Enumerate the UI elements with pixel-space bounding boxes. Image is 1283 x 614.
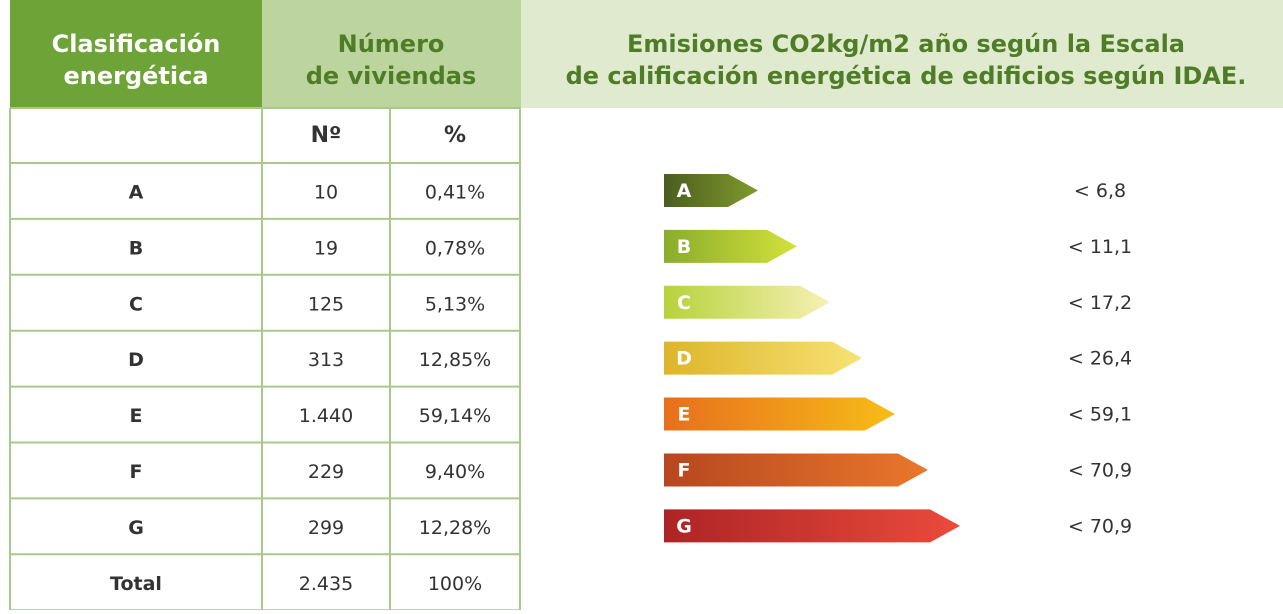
energy-arrow	[664, 453, 928, 487]
emission-limit: < 17,2	[1068, 292, 1132, 314]
cell: 125	[308, 293, 344, 315]
row-label: D	[128, 349, 144, 371]
header-text: de calificación energética de edificios …	[566, 62, 1247, 90]
row-label: B	[129, 237, 143, 259]
cell: 313	[308, 349, 344, 371]
arrow-letter: A	[677, 180, 692, 202]
energy-arrow	[664, 341, 862, 375]
cell: 1.440	[299, 405, 353, 427]
energy-arrow	[664, 229, 797, 263]
row-label: C	[129, 293, 143, 315]
emission-limit: < 26,4	[1068, 348, 1132, 370]
cell: 100%	[428, 573, 482, 595]
emission-limit: < 70,9	[1068, 515, 1132, 537]
cell: 5,13%	[425, 293, 485, 315]
row-label: F	[130, 461, 143, 483]
cell: 12,28%	[419, 517, 491, 539]
arrow-letter: C	[677, 292, 691, 314]
header-text: energética	[63, 62, 208, 90]
emission-limit: < 70,9	[1068, 459, 1132, 481]
header-text: Número	[338, 30, 445, 58]
cell: 229	[308, 461, 344, 483]
arrow-letter: D	[676, 348, 692, 370]
row-label: A	[129, 181, 144, 203]
emission-limit: < 6,8	[1074, 180, 1126, 202]
header-text: Emisiones CO2kg/m2 año según la Escala	[627, 30, 1185, 58]
arrow-letter: F	[678, 459, 691, 481]
energy-arrow	[664, 397, 895, 431]
energy-arrow	[664, 509, 960, 543]
cell: 10	[314, 181, 338, 203]
energy-arrow	[664, 285, 830, 319]
header-cell	[262, 0, 521, 108]
cell: 59,14%	[419, 405, 491, 427]
subheader: Nº	[311, 123, 342, 148]
emission-limit: < 11,1	[1068, 236, 1132, 258]
arrow-letter: G	[676, 515, 692, 537]
header-text: Clasificación	[52, 30, 221, 58]
emission-limit: < 59,1	[1068, 404, 1132, 426]
energy-arrow	[664, 173, 758, 207]
cell: 0,41%	[425, 181, 485, 203]
row-label: E	[130, 405, 143, 427]
subheader: %	[444, 123, 466, 148]
row-label: G	[128, 517, 144, 539]
row-label: Total	[110, 573, 162, 595]
cell: 299	[308, 517, 344, 539]
cell: 9,40%	[425, 461, 485, 483]
cell: 19	[314, 237, 338, 259]
header-cell	[10, 0, 262, 108]
header-text: de viviendas	[306, 62, 477, 90]
cell: 2.435	[299, 573, 353, 595]
cell: 0,78%	[425, 237, 485, 259]
arrow-letter: B	[677, 236, 691, 258]
cell: 12,85%	[419, 349, 491, 371]
arrow-letter: E	[678, 404, 691, 426]
header-cell	[521, 0, 1283, 108]
